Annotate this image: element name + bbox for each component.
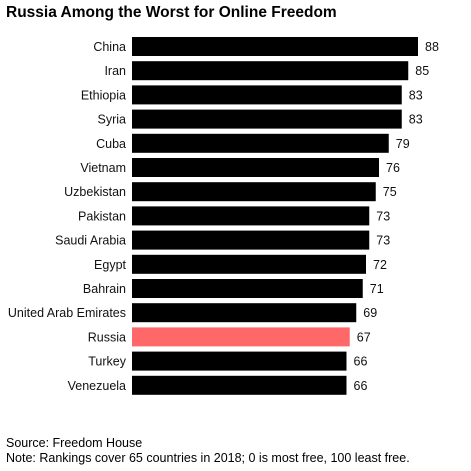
value-label-russia: 67 [357,330,371,344]
category-label-uzbekistan: Uzbekistan [64,185,126,199]
category-label-russia: Russia [88,330,126,344]
source-note: Source: Freedom House [6,436,143,450]
bar-vietnam [132,158,379,177]
value-label-bahrain: 71 [370,282,384,296]
methodology-note: Note: Rankings cover 65 countries in 201… [6,451,410,465]
bar-ethiopia [132,85,402,105]
bar-turkey [132,351,347,371]
bar-russia [132,327,350,347]
category-label-united-arab-emirates: United Arab Emirates [8,306,126,320]
value-label-syria: 83 [409,113,423,127]
value-label-vietnam: 76 [386,161,400,175]
bar-china [132,37,418,56]
bar-iran [132,61,409,81]
value-label-egypt: 72 [373,258,387,272]
category-label-vietnam: Vietnam [80,161,126,175]
category-label-turkey: Turkey [88,355,126,369]
bar-pakistan [132,206,370,226]
value-label-iran: 85 [415,64,429,78]
value-label-cuba: 79 [396,137,410,151]
category-label-cuba: Cuba [96,137,126,151]
category-label-saudi-arabia: Saudi Arabia [55,234,126,248]
bar-egypt [132,254,366,274]
bar-saudi-arabia [132,230,370,250]
chart-footer: Source: Freedom House Note: Rankings cov… [6,436,410,466]
category-label-egypt: Egypt [94,258,126,272]
bar-uzbekistan [132,182,376,202]
chart-title: Russia Among the Worst for Online Freedo… [6,4,337,21]
category-label-syria: Syria [98,113,127,127]
value-label-saudi-arabia: 73 [376,234,390,248]
category-label-venezuela: Venezuela [68,379,126,393]
category-label-pakistan: Pakistan [78,209,126,223]
value-label-united-arab-emirates: 69 [363,306,377,320]
bar-venezuela [132,375,347,395]
value-label-turkey: 66 [354,355,368,369]
bar-united-arab-emirates [132,303,357,323]
category-label-ethiopia: Ethiopia [81,88,126,102]
value-label-pakistan: 73 [376,209,390,223]
bar-cuba [132,133,389,153]
bar-bahrain [132,279,363,298]
value-label-venezuela: 66 [354,379,368,393]
bars-layer: China 88 Iran 85 Ethiopia 83 Syria 83 Cuba 79 Viet… [8,37,439,395]
value-label-china: 88 [425,40,439,54]
category-label-bahrain: Bahrain [83,282,126,296]
value-label-uzbekistan: 75 [383,185,397,199]
category-label-china: China [93,40,126,54]
bar-chart: China 88 Iran 85 Ethiopia 83 Syria 83 Cuba 79 Viet… [8,37,439,395]
value-label-ethiopia: 83 [409,88,423,102]
bar-syria [132,109,402,129]
category-label-iran: Iran [104,64,126,78]
